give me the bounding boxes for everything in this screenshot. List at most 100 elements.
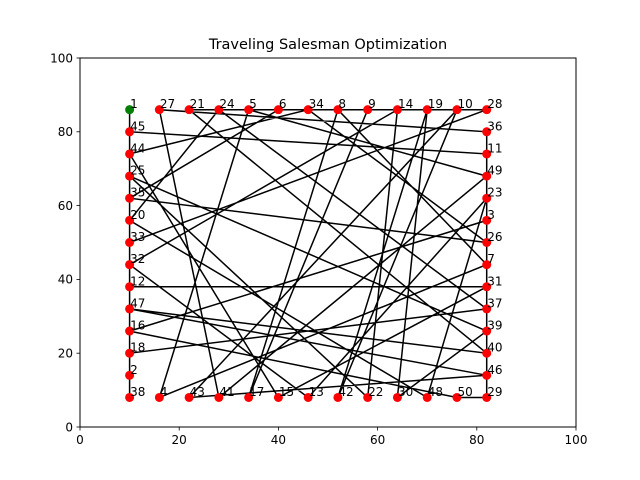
- city-point-7: [482, 260, 492, 270]
- city-point-22: [363, 392, 373, 402]
- city-label-39: 39: [487, 319, 502, 333]
- x-tick-label: 40: [271, 433, 286, 447]
- y-tick-label: 20: [58, 347, 73, 361]
- city-label-3: 3: [487, 208, 495, 222]
- city-label-36: 36: [487, 119, 502, 133]
- city-point-16: [125, 326, 135, 336]
- city-layer: [125, 105, 492, 402]
- city-point-12: [125, 282, 135, 292]
- city-label-25: 25: [130, 164, 145, 178]
- city-label-42: 42: [338, 385, 353, 399]
- city-label-8: 8: [338, 97, 346, 111]
- city-point-21: [184, 105, 194, 115]
- city-point-49: [482, 171, 492, 181]
- city-label-50: 50: [457, 385, 472, 399]
- x-tick-label: 80: [469, 433, 484, 447]
- city-label-34: 34: [309, 97, 324, 111]
- city-point-40: [482, 348, 492, 358]
- city-label-1: 1: [130, 97, 138, 111]
- city-label-49: 49: [487, 164, 502, 178]
- city-point-48: [422, 392, 432, 402]
- city-point-4: [154, 392, 164, 402]
- plot-frame: [79, 57, 577, 428]
- city-point-32: [125, 260, 135, 270]
- city-label-37: 37: [487, 296, 502, 310]
- city-point-25: [125, 171, 135, 181]
- city-point-41: [214, 392, 224, 402]
- city-point-18: [125, 348, 135, 358]
- x-tick-label: 100: [565, 433, 588, 447]
- city-point-36: [482, 127, 492, 137]
- city-label-40: 40: [487, 341, 502, 355]
- city-label-20: 20: [130, 208, 145, 222]
- city-label-32: 32: [130, 252, 145, 266]
- city-label-16: 16: [130, 319, 145, 333]
- city-point-43: [184, 392, 194, 402]
- city-label-46: 46: [487, 363, 502, 377]
- city-label-27: 27: [160, 97, 175, 111]
- city-label-17: 17: [249, 385, 264, 399]
- city-point-3: [482, 215, 492, 225]
- city-label-45: 45: [130, 119, 145, 133]
- city-label-35: 35: [130, 186, 145, 200]
- city-point-26: [482, 238, 492, 247]
- city-label-13: 13: [309, 385, 324, 399]
- city-label-12: 12: [130, 274, 145, 288]
- city-label-47: 47: [130, 296, 145, 310]
- city-point-31: [482, 282, 492, 292]
- y-tick-label: 80: [58, 125, 73, 139]
- city-label-22: 22: [368, 385, 383, 399]
- city-point-34: [303, 105, 313, 115]
- city-label-19: 19: [428, 97, 443, 111]
- city-point-39: [482, 326, 492, 336]
- city-point-28: [482, 105, 492, 115]
- city-point-24: [214, 105, 224, 115]
- city-label-28: 28: [487, 97, 502, 111]
- city-point-44: [125, 149, 135, 159]
- x-tick-label: 60: [370, 433, 385, 447]
- city-label-24: 24: [219, 97, 234, 111]
- x-tick-label: 0: [76, 433, 84, 447]
- city-point-30: [392, 392, 402, 402]
- city-point-6: [273, 105, 283, 115]
- city-point-9: [363, 105, 373, 115]
- city-label-9: 9: [368, 97, 376, 111]
- city-label-33: 33: [130, 230, 145, 244]
- y-tick-label: 60: [58, 199, 73, 213]
- city-label-4: 4: [160, 385, 168, 399]
- city-label-15: 15: [279, 385, 294, 399]
- y-tick-label: 40: [58, 273, 73, 287]
- city-point-37: [482, 304, 492, 314]
- city-label-26: 26: [487, 230, 502, 244]
- city-point-33: [125, 238, 135, 247]
- city-point-23: [482, 193, 492, 203]
- city-point-15: [273, 392, 283, 402]
- city-label-48: 48: [428, 385, 443, 399]
- city-label-23: 23: [487, 186, 502, 200]
- city-point-14: [392, 105, 402, 115]
- city-label-21: 21: [190, 97, 205, 111]
- city-label-7: 7: [487, 252, 495, 266]
- city-point-47: [125, 304, 135, 314]
- chart-title: Traveling Salesman Optimization: [208, 37, 447, 53]
- city-point-46: [482, 370, 492, 380]
- city-label-41: 41: [219, 385, 234, 399]
- city-label-38: 38: [130, 385, 145, 399]
- city-label-6: 6: [279, 97, 287, 111]
- city-label-30: 30: [398, 385, 413, 399]
- city-point-29: [482, 392, 492, 402]
- city-label-10: 10: [457, 97, 472, 111]
- city-label-14: 14: [398, 97, 413, 111]
- city-point-20: [125, 215, 135, 225]
- city-point-38: [125, 392, 135, 402]
- city-point-8: [333, 105, 343, 115]
- city-label-5: 5: [249, 97, 257, 111]
- city-label-43: 43: [190, 385, 205, 399]
- city-point-10: [452, 105, 462, 115]
- start-city-point: [125, 105, 135, 115]
- city-point-19: [422, 105, 432, 115]
- city-label-11: 11: [487, 141, 502, 155]
- y-tick-label: 100: [50, 51, 73, 65]
